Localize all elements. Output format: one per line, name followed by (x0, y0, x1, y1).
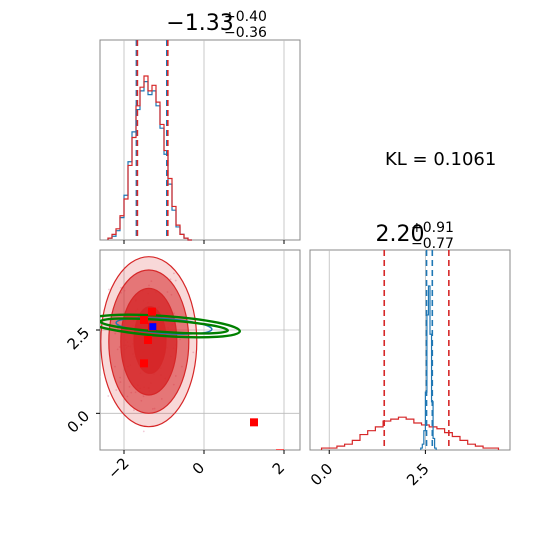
hist-panel-param1-tick-marks (123, 240, 285, 244)
scatter-marker-red-square (148, 307, 156, 316)
scatter-sample-dot (115, 389, 118, 391)
scatter-blue-contour (115, 317, 213, 335)
scatter-marker-red-square (276, 449, 284, 450)
scatter-panel-blue-contour (115, 317, 213, 335)
scatter-sample-dot (169, 278, 172, 281)
kl-divergence-label: KL = 0.1061 (385, 149, 496, 170)
scatter-sample-dot (100, 376, 101, 378)
param1-title: −1.33 (166, 11, 233, 36)
hist-panel-param1-bars (107, 75, 192, 241)
scatter-xtick-label: 2 (269, 459, 288, 478)
hist-panel-param1-quantile-lines (135, 40, 169, 240)
scatter-sample-dot (108, 288, 110, 291)
hist-panel-param2: 0.0 2.5 2.20 +0.91 −0.77 (307, 220, 511, 490)
scatter-marker-red-square (140, 359, 148, 368)
scatter-sample-dot (174, 279, 177, 282)
hist-param2-tick-label: 2.5 (403, 460, 433, 490)
param2-title-sub: −0.77 (411, 236, 454, 252)
scatter-sample-dot (95, 322, 97, 324)
scatter-sample-dot (192, 351, 195, 354)
scatter-xtick-label: −2 (104, 454, 132, 482)
hist-param2-series-red (320, 416, 500, 450)
scatter-panel-ticks (96, 329, 285, 454)
scatter-xtick-label: 0 (189, 459, 208, 478)
scatter-panel-markers (140, 307, 284, 450)
scatter-panel-green-contours (100, 313, 242, 339)
scatter-panel: −2 0 2 0.0 2.5 (64, 249, 301, 483)
hist-param2-tick-label: 0.0 (307, 460, 337, 490)
hist-param1-series-red (107, 75, 192, 241)
param2-title: 2.20 (376, 222, 425, 247)
scatter-sample-dot (133, 409, 135, 412)
hist-panel-param2-frame (309, 249, 511, 451)
hist-param2-series-blue (420, 285, 437, 450)
hist-panel-param2-bars (320, 285, 500, 450)
scatter-sample-dot (107, 395, 110, 397)
scatter-marker-blue-square (149, 323, 157, 331)
param1-title-main: −1.33 (166, 11, 233, 36)
hist-panel-param1-frame (99, 39, 301, 241)
hist-panel-param2-quantile-lines (383, 250, 450, 450)
param2-title-sup: +0.91 (411, 220, 454, 236)
scatter-sample-dot (173, 272, 175, 275)
param1-title-sub: −0.36 (224, 25, 267, 41)
scatter-marker-red-square (250, 418, 258, 427)
scatter-sample-dot (120, 286, 122, 289)
param1-title-sup: +0.40 (224, 9, 267, 25)
scatter-marker-red-square (140, 316, 148, 324)
hist-panel-param2-ticks (328, 450, 426, 454)
param2-title-main: 2.20 (376, 222, 425, 247)
scatter-green-contour (100, 313, 242, 339)
scatter-sample-dot (142, 430, 145, 433)
scatter-panel-grid (100, 250, 300, 450)
hist-panel-param1: −1.33 +0.40 −0.36 (99, 9, 301, 244)
scatter-ytick-label: 2.5 (64, 324, 94, 354)
hist-panel-param2-tick-labels: 0.0 2.5 (307, 460, 433, 490)
scatter-marker-red-square (144, 336, 152, 344)
scatter-green-contour (100, 317, 230, 335)
scatter-ytick-label: 0.0 (64, 407, 94, 437)
